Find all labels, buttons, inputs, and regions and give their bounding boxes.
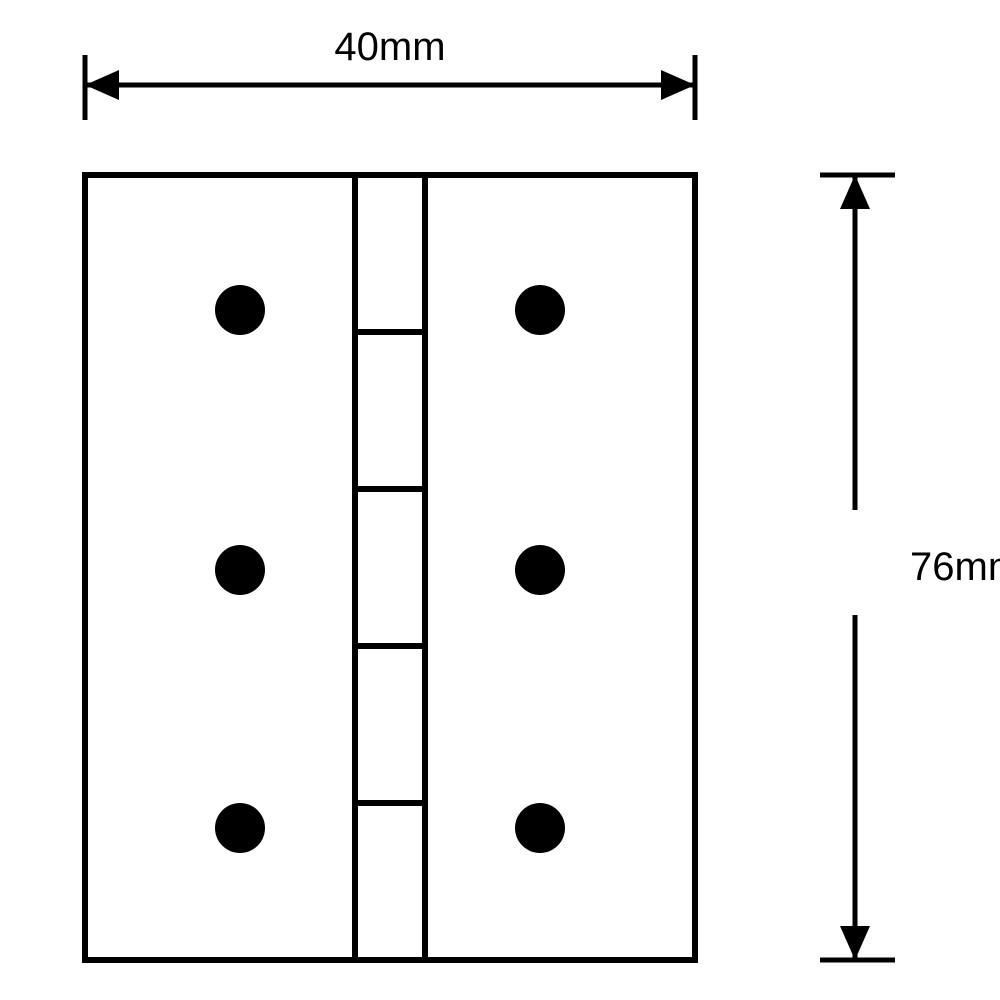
width-dimension-label: 40mm (334, 25, 445, 69)
height-dimension-label: 76mm (910, 545, 1000, 589)
